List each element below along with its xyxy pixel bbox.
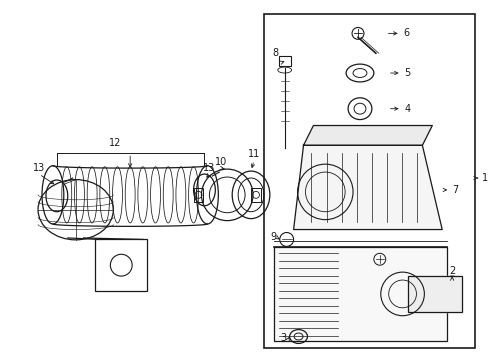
Text: 8: 8 (272, 48, 278, 58)
Text: 11: 11 (247, 149, 260, 159)
Bar (95, 239, 147, 291)
Bar (407, 276, 461, 312)
Text: 10: 10 (215, 157, 227, 167)
Bar (278, 56, 290, 66)
Bar (264, 14, 474, 348)
Text: 12: 12 (109, 138, 121, 148)
Text: 2: 2 (448, 266, 454, 276)
Polygon shape (407, 276, 461, 312)
Text: 9: 9 (270, 233, 276, 242)
Bar (273, 247, 446, 342)
Text: 5: 5 (404, 68, 410, 78)
Bar (250, 188, 261, 202)
Text: 13: 13 (203, 163, 215, 173)
Polygon shape (303, 126, 431, 145)
Text: 4: 4 (404, 104, 410, 114)
Text: 13: 13 (33, 163, 45, 173)
Text: 6: 6 (403, 28, 409, 39)
Text: 3: 3 (280, 333, 286, 343)
Polygon shape (293, 145, 441, 230)
Text: 1: 1 (481, 173, 487, 183)
Polygon shape (273, 247, 446, 342)
Text: 7: 7 (451, 185, 457, 195)
Bar (193, 188, 203, 202)
